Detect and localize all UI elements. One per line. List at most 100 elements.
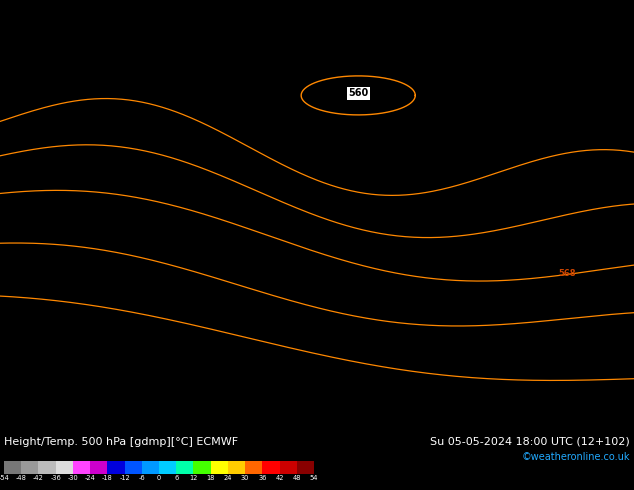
- Text: 19: 19: [571, 242, 579, 247]
- Text: 23: 23: [547, 94, 556, 100]
- Text: 20: 20: [531, 223, 540, 229]
- Text: 22: 22: [412, 242, 421, 247]
- Text: 19: 19: [555, 297, 564, 303]
- Text: 20: 20: [523, 205, 532, 211]
- Text: 24: 24: [102, 426, 111, 432]
- Text: 23: 23: [595, 57, 604, 63]
- Text: 23: 23: [507, 94, 516, 100]
- Text: 24: 24: [388, 112, 397, 118]
- Text: 21: 21: [618, 242, 627, 247]
- Text: 24: 24: [110, 426, 119, 432]
- Text: 20: 20: [483, 260, 492, 266]
- Text: 26: 26: [158, 131, 167, 137]
- Text: 24: 24: [365, 205, 373, 211]
- Text: 26: 26: [7, 426, 16, 432]
- Text: 25: 25: [205, 112, 214, 118]
- Text: 24: 24: [30, 278, 39, 285]
- Text: 26: 26: [118, 94, 127, 100]
- Text: 24: 24: [261, 75, 269, 81]
- Text: 21: 21: [428, 408, 437, 414]
- Text: 22: 22: [261, 371, 269, 377]
- Text: 22: 22: [451, 352, 460, 358]
- Text: 26: 26: [229, 1, 238, 7]
- Text: 23: 23: [586, 57, 595, 63]
- Text: 24: 24: [436, 94, 444, 100]
- Text: 26: 26: [0, 371, 8, 377]
- Text: 26: 26: [7, 131, 16, 137]
- Text: 25: 25: [365, 20, 373, 26]
- Text: 24: 24: [46, 242, 55, 247]
- Text: 24: 24: [174, 371, 183, 377]
- Text: 24: 24: [571, 57, 579, 63]
- Text: 26: 26: [181, 131, 190, 137]
- Text: 24: 24: [174, 278, 183, 285]
- Text: 24: 24: [39, 223, 48, 229]
- Text: 24: 24: [372, 223, 381, 229]
- Text: 23: 23: [515, 1, 524, 7]
- Text: 22: 22: [356, 316, 365, 321]
- Text: 25: 25: [158, 205, 167, 211]
- Text: 24: 24: [86, 242, 95, 247]
- Text: 23: 23: [190, 390, 198, 395]
- Text: 22: 22: [332, 334, 341, 340]
- Text: 22: 22: [237, 408, 246, 414]
- Text: 22: 22: [603, 131, 611, 137]
- Text: 22: 22: [484, 390, 492, 395]
- Text: 24: 24: [221, 371, 230, 377]
- Text: 22: 22: [451, 297, 460, 303]
- Text: 19: 19: [571, 316, 579, 321]
- Text: 19: 19: [547, 242, 556, 247]
- Text: 25: 25: [221, 223, 230, 229]
- Text: 19: 19: [571, 371, 579, 377]
- Text: 26: 26: [86, 38, 95, 44]
- Text: 19: 19: [555, 223, 564, 229]
- Text: 24: 24: [547, 1, 556, 7]
- Text: 25: 25: [165, 205, 174, 211]
- Text: 24: 24: [142, 371, 150, 377]
- Text: 26: 26: [55, 20, 63, 26]
- Text: 26: 26: [30, 75, 39, 81]
- Text: 26: 26: [150, 131, 158, 137]
- Text: 24: 24: [396, 94, 404, 100]
- Text: 25: 25: [253, 278, 262, 285]
- Text: 22: 22: [555, 149, 564, 155]
- Text: 22: 22: [365, 260, 373, 266]
- Text: 24: 24: [579, 20, 588, 26]
- Text: 26: 26: [30, 94, 39, 100]
- Text: 23: 23: [78, 260, 87, 266]
- Text: 26: 26: [110, 112, 119, 118]
- Text: 21: 21: [555, 408, 564, 414]
- Text: 20: 20: [523, 297, 532, 303]
- Text: 21: 21: [539, 426, 548, 432]
- Text: 21: 21: [539, 186, 548, 192]
- Text: 21: 21: [316, 352, 325, 358]
- Text: 20: 20: [618, 297, 627, 303]
- Text: 22: 22: [396, 297, 404, 303]
- Text: 26: 26: [174, 186, 183, 192]
- Text: 22: 22: [467, 371, 476, 377]
- Text: 23: 23: [150, 408, 158, 414]
- Text: 24: 24: [301, 278, 309, 285]
- Text: 22: 22: [444, 390, 453, 395]
- Text: 22: 22: [619, 131, 627, 137]
- Text: 20: 20: [499, 223, 508, 229]
- Text: 22: 22: [237, 426, 246, 432]
- Text: 24: 24: [420, 38, 429, 44]
- Text: 23: 23: [618, 38, 627, 44]
- Text: 25: 25: [213, 94, 222, 100]
- Text: 24: 24: [372, 168, 381, 173]
- Text: 24: 24: [436, 75, 444, 81]
- Text: 26: 26: [181, 75, 190, 81]
- Text: 21: 21: [404, 371, 413, 377]
- Text: 24: 24: [230, 316, 238, 321]
- Text: 24: 24: [221, 149, 230, 155]
- Text: 26: 26: [165, 186, 174, 192]
- Text: 24: 24: [515, 57, 524, 63]
- Text: 26: 26: [150, 94, 158, 100]
- Text: 23: 23: [205, 426, 214, 432]
- Text: 22: 22: [285, 352, 294, 358]
- Text: 24: 24: [332, 112, 341, 118]
- Text: 26: 26: [46, 75, 55, 81]
- Text: 23: 23: [325, 297, 333, 303]
- Text: 24: 24: [277, 57, 286, 63]
